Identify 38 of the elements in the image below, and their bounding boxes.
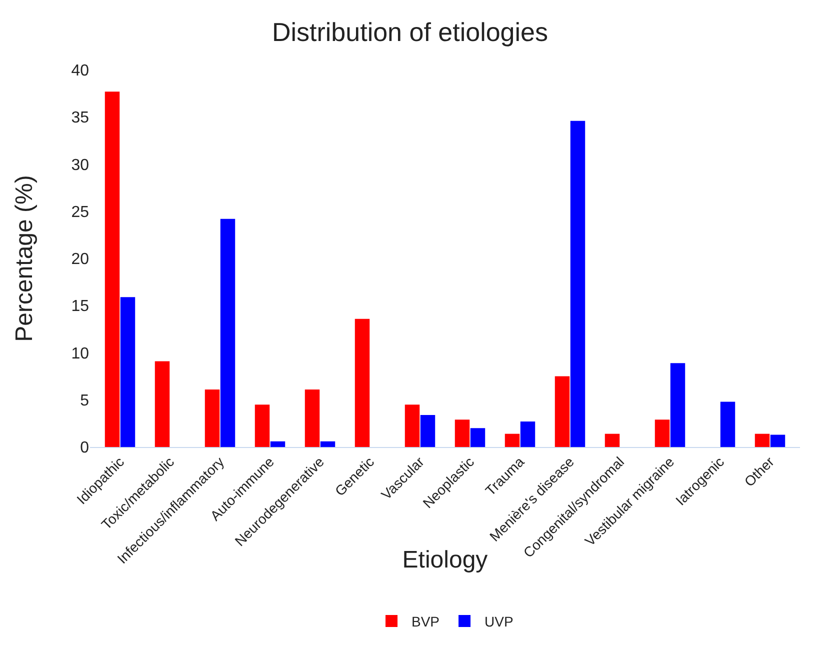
bar	[354, 318, 370, 447]
bar	[654, 420, 670, 447]
chart-title: Distribution of etiologies	[272, 16, 548, 47]
y-tick-label: 20	[71, 251, 90, 268]
bar	[404, 404, 420, 447]
y-tick-label: 30	[71, 156, 90, 174]
y-tick-label: 10	[71, 345, 90, 362]
bar	[570, 120, 586, 447]
y-tick-label: 5	[80, 392, 90, 410]
bar	[720, 402, 736, 447]
bar	[304, 390, 320, 447]
y-tick-label: 40	[71, 62, 90, 80]
bar	[254, 404, 270, 447]
bar	[270, 441, 286, 447]
bar	[220, 218, 236, 447]
bar	[504, 434, 520, 447]
legend-label: UVP	[484, 613, 514, 630]
x-axis-title: Etiology	[402, 546, 488, 574]
legend-label: BVP	[412, 613, 440, 630]
bar	[604, 434, 620, 447]
bar	[154, 361, 170, 447]
y-tick-label: 15	[71, 298, 90, 316]
bar	[670, 363, 686, 447]
y-axis-title: Percentage (%)	[11, 175, 38, 342]
bar	[520, 422, 536, 447]
y-tick-label: 0	[80, 440, 90, 457]
bar	[104, 92, 120, 447]
bar	[120, 297, 136, 447]
bar	[420, 414, 436, 447]
y-tick-label: 35	[71, 110, 90, 127]
bar	[770, 434, 786, 447]
bar	[320, 441, 336, 447]
bar	[554, 376, 570, 447]
bar	[454, 420, 470, 447]
y-tick-label: 25	[71, 204, 90, 221]
bar	[754, 434, 770, 447]
bar	[204, 390, 220, 447]
bar	[470, 428, 486, 447]
